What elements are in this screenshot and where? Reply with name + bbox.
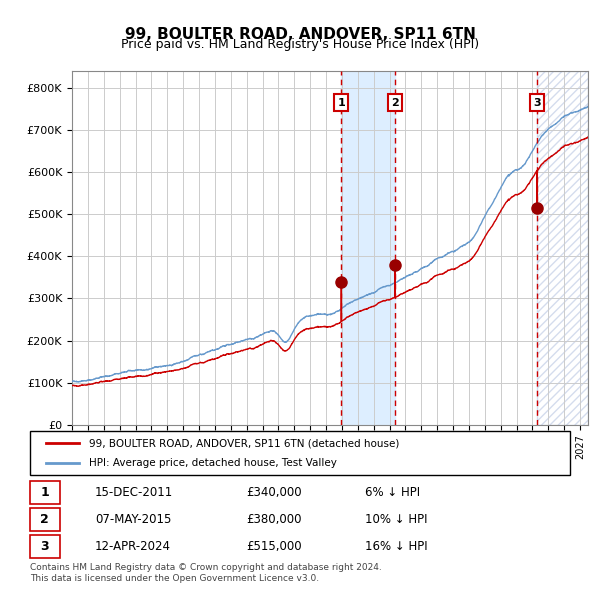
Text: 1: 1 [337,98,345,107]
Bar [341,71,395,425]
FancyBboxPatch shape [30,431,570,475]
Text: Price paid vs. HM Land Registry's House Price Index (HPI): Price paid vs. HM Land Registry's House … [121,38,479,51]
FancyBboxPatch shape [30,509,60,531]
Text: £380,000: £380,000 [246,513,302,526]
Bar [537,71,588,425]
Text: 99, BOULTER ROAD, ANDOVER, SP11 6TN (detached house): 99, BOULTER ROAD, ANDOVER, SP11 6TN (det… [89,438,400,448]
Text: 12-APR-2024: 12-APR-2024 [95,540,171,553]
Text: 15-DEC-2011: 15-DEC-2011 [95,486,173,499]
Text: 6% ↓ HPI: 6% ↓ HPI [365,486,420,499]
Text: £515,000: £515,000 [246,540,302,553]
Text: £340,000: £340,000 [246,486,302,499]
FancyBboxPatch shape [30,481,60,504]
Text: HPI: Average price, detached house, Test Valley: HPI: Average price, detached house, Test… [89,458,337,467]
Bar [537,71,588,425]
Text: 2: 2 [391,98,399,107]
FancyBboxPatch shape [30,536,60,558]
Text: 99, BOULTER ROAD, ANDOVER, SP11 6TN: 99, BOULTER ROAD, ANDOVER, SP11 6TN [125,27,475,41]
Text: 16% ↓ HPI: 16% ↓ HPI [365,540,427,553]
Text: Contains HM Land Registry data © Crown copyright and database right 2024.
This d: Contains HM Land Registry data © Crown c… [30,563,382,583]
Text: 1: 1 [40,486,49,499]
Text: 3: 3 [533,98,541,107]
Text: 10% ↓ HPI: 10% ↓ HPI [365,513,427,526]
Text: 07-MAY-2015: 07-MAY-2015 [95,513,171,526]
Text: 3: 3 [40,540,49,553]
Text: 2: 2 [40,513,49,526]
